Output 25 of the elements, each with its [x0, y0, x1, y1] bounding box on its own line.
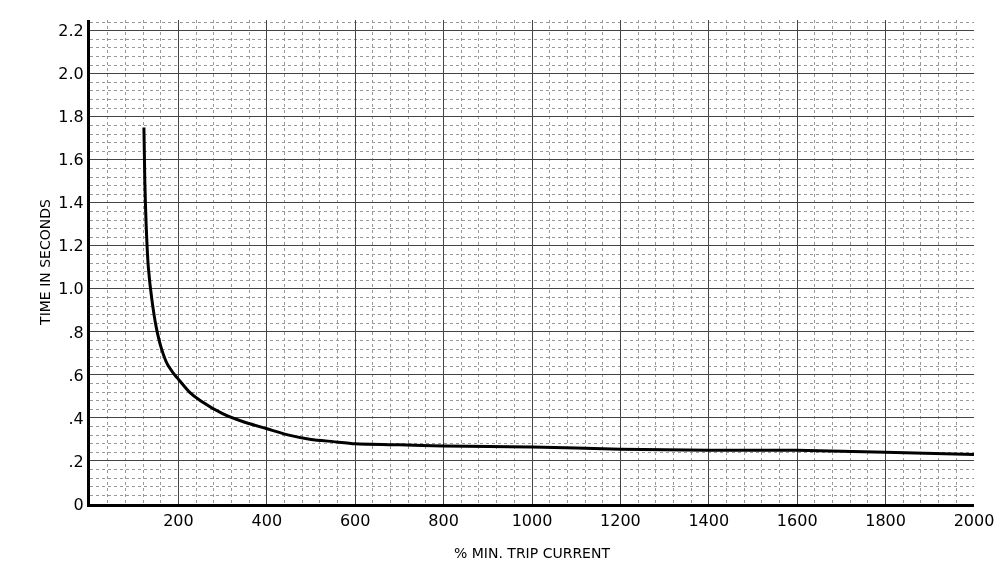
y-tick-label: .6 — [68, 365, 84, 385]
x-tick-label: 1800 — [865, 511, 906, 531]
x-tick-label: 2000 — [953, 511, 995, 531]
x-tick-label: 1200 — [600, 511, 641, 531]
x-tick-label: 600 — [339, 511, 371, 531]
y-tick-label: 1.6 — [58, 150, 84, 170]
x-tick-label: 1400 — [688, 511, 730, 531]
y-tick-label: 1.2 — [58, 236, 84, 256]
y-tick-label: 1.0 — [58, 279, 84, 299]
y-tick-label: 2.2 — [58, 21, 84, 41]
x-tick-label: 1000 — [511, 511, 553, 531]
y-tick-label: 1.4 — [58, 193, 84, 213]
y-tick-label: 2.0 — [58, 64, 84, 84]
x-tick-label: 200 — [163, 511, 194, 531]
x-tick-label: 1600 — [776, 511, 818, 531]
x-axis-title: % MIN. TRIP CURRENT — [454, 545, 611, 561]
y-tick-label: 0 — [73, 494, 84, 514]
y-tick-label: .2 — [68, 451, 84, 471]
y-axis-title: TIME IN SECONDS — [37, 199, 53, 326]
line-series — [142, 126, 974, 457]
x-tick-label: 800 — [428, 511, 459, 531]
x-tick-label: 400 — [251, 511, 283, 531]
y-tick-label: .8 — [68, 322, 84, 342]
y-tick-label: .4 — [68, 408, 84, 428]
y-tick-label: 1.8 — [58, 107, 84, 127]
